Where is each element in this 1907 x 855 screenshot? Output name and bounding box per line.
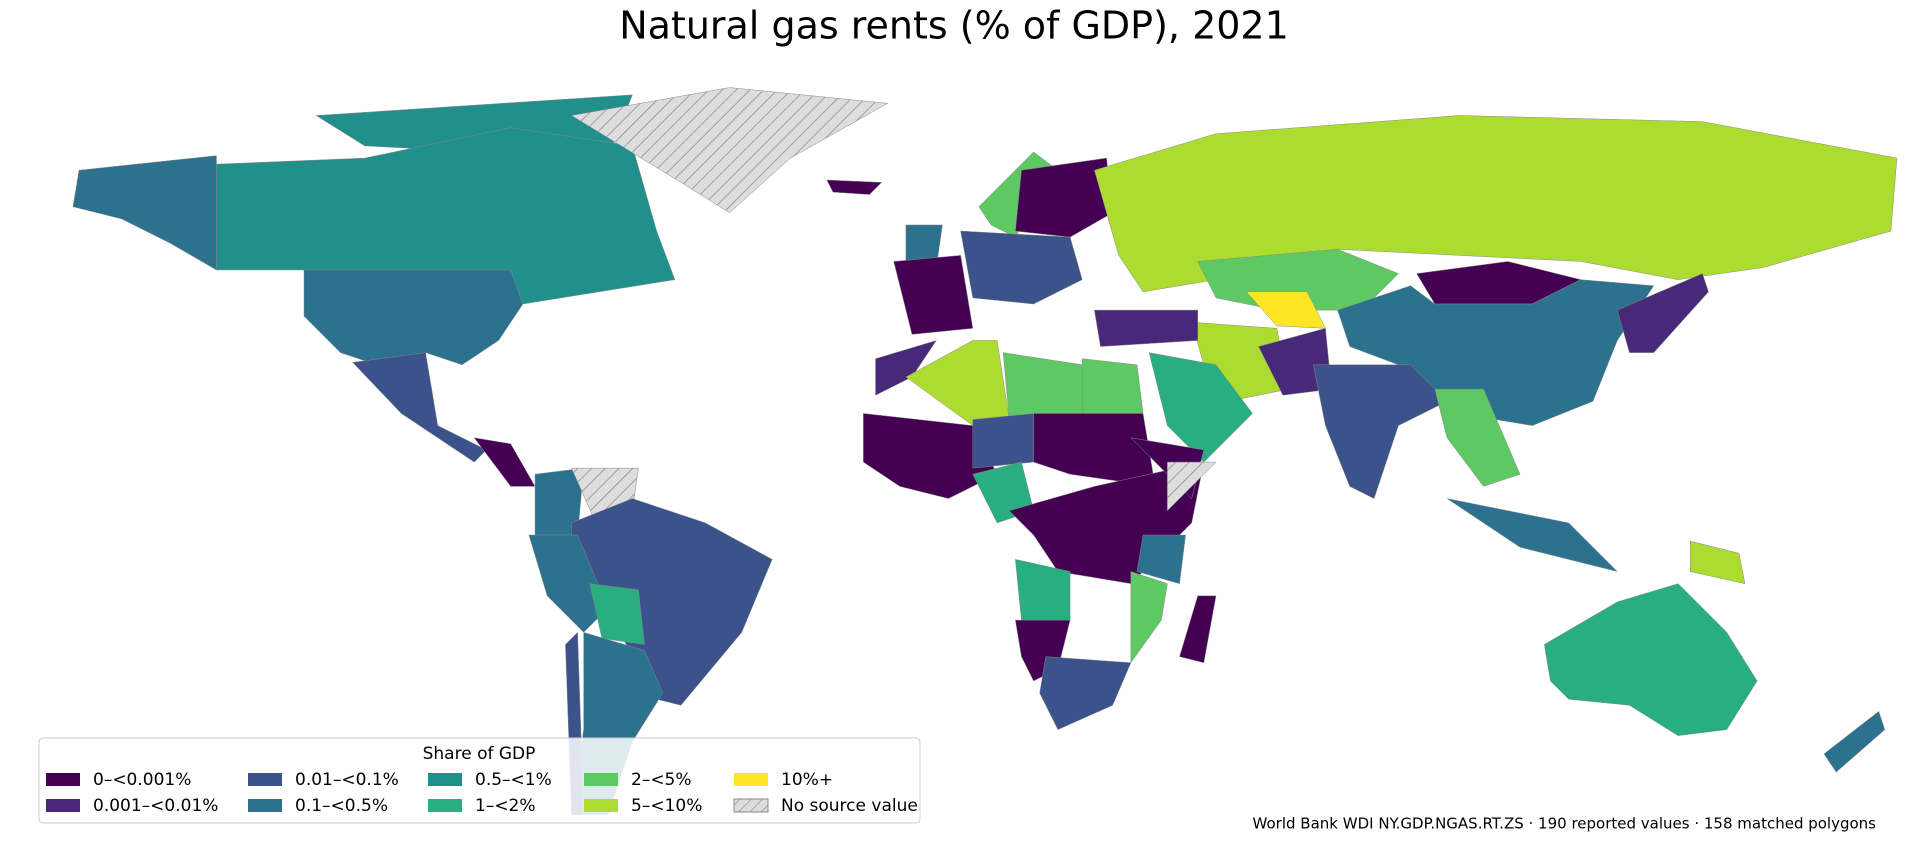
legend: Share of GDP 0–<0.001% 0.001–<0.01% 0.01–<…: [38, 737, 921, 824]
legend-swatch: [248, 773, 282, 786]
country-region: [972, 413, 1034, 469]
country-region: [1312, 364, 1448, 499]
country-region: [352, 352, 487, 463]
country-region: [473, 437, 536, 487]
legend-label: 0.1–<0.5%: [295, 796, 388, 816]
country-region: [1434, 388, 1521, 487]
legend-swatch: [248, 799, 282, 812]
legend-swatch: [584, 773, 618, 786]
country-region: [1130, 571, 1168, 664]
map-title: Natural gas rents (% of GDP), 2021: [619, 4, 1289, 48]
legend-swatch: [584, 799, 618, 812]
country-region: [1167, 461, 1217, 512]
legend-label: 0.5–<1%: [475, 770, 552, 790]
legend-swatch: [46, 773, 80, 786]
country-region: [303, 269, 524, 366]
legend-swatch: [428, 799, 462, 812]
world-map: [72, 87, 1898, 815]
legend-label: 5–<10%: [631, 796, 702, 816]
legend-label: 2–<5%: [631, 770, 692, 790]
country-region: [1015, 157, 1113, 238]
country-region: [1094, 309, 1199, 347]
country-region: [1033, 413, 1156, 487]
country-region: [589, 583, 645, 645]
country-region: [570, 87, 889, 214]
country-region: [1544, 583, 1758, 736]
country-region: [1039, 656, 1132, 730]
legend-label: 0–<0.001%: [93, 770, 191, 790]
legend-label: 1–<2%: [475, 796, 536, 816]
country-region: [1179, 595, 1217, 664]
legend-label: 10%+: [781, 770, 833, 790]
country-region: [1823, 710, 1886, 773]
country-region: [1689, 540, 1746, 584]
country-region: [1094, 115, 1898, 293]
legend-swatch: [733, 798, 769, 813]
country-region: [1616, 273, 1709, 353]
country-region: [826, 179, 883, 195]
country-region: [1136, 534, 1186, 584]
country-region: [1446, 498, 1619, 572]
country-region: [893, 255, 974, 335]
legend-swatch: [734, 773, 768, 786]
country-region: [1148, 352, 1253, 463]
country-region: [528, 534, 609, 633]
legend-swatch: [428, 773, 462, 786]
legend-swatch: [46, 799, 80, 812]
country-region: [72, 155, 217, 271]
legend-label: 0.01–<0.1%: [295, 770, 399, 790]
legend-label: No source value: [781, 796, 918, 816]
legend-title: Share of GDP: [423, 744, 536, 764]
source-note: World Bank WDI NY.GDP.NGAS.RT.ZS · 190 r…: [1253, 815, 1877, 833]
country-region: [960, 230, 1083, 305]
legend-label: 0.001–<0.01%: [93, 796, 218, 816]
country-region: [1081, 358, 1144, 420]
country-region: [905, 340, 1010, 426]
